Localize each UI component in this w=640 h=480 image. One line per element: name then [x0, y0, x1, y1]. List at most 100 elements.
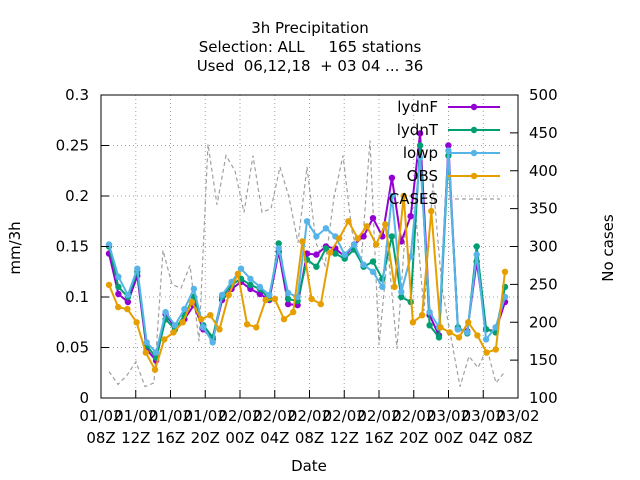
y2-tick-label: 500	[529, 86, 558, 104]
lydnt-point	[247, 281, 254, 289]
y-tick-label: 0.25	[56, 137, 89, 155]
obs-point	[363, 223, 371, 230]
lowp-point	[313, 233, 320, 240]
x-tick-label-date: 02/02	[357, 407, 400, 425]
x-tick-label-hour: 12Z	[330, 429, 359, 447]
lowp-point	[134, 265, 141, 272]
lowp-point	[350, 241, 358, 248]
x-tick-label-hour: 08Z	[295, 429, 324, 447]
lydnt-point	[426, 322, 433, 329]
lydnt-point	[416, 142, 424, 149]
x-tick-label-hour: 16Z	[364, 429, 393, 447]
legend-label-lydnt: lydnT	[397, 121, 439, 139]
lydnt-point	[388, 233, 396, 240]
lowp-point	[143, 339, 150, 346]
data-series	[105, 130, 509, 373]
legend-marker-obs	[470, 172, 478, 180]
lowp-point	[152, 349, 160, 356]
x-tick-label-date: 03/02	[462, 407, 505, 425]
lydnt-point	[332, 250, 339, 257]
lydnt-point	[115, 283, 122, 291]
axis-ticks: 0 0.05 0.1 0.15 0.2 0.25 0.3 100 150 200 250 300 350…	[56, 86, 558, 447]
y2-tick-label: 150	[529, 351, 558, 369]
lowp-point	[200, 324, 207, 331]
x-tick-label-hour: 04Z	[260, 429, 289, 447]
lowp-point	[247, 275, 254, 282]
lydnf-point	[388, 174, 396, 181]
obs-point	[280, 316, 288, 323]
lowp-point	[115, 273, 122, 280]
obs-point	[253, 324, 260, 331]
lydnf-point	[115, 290, 122, 298]
obs-point	[465, 319, 472, 326]
y2-tick-label: 300	[529, 238, 558, 256]
x-tick-label-date: 03/02	[496, 407, 539, 425]
y-tick-label: 0.15	[56, 238, 89, 256]
obs-point	[151, 366, 159, 373]
lowp-point	[360, 261, 367, 268]
obs-point	[345, 218, 352, 225]
x-tick-label-date: 03/02	[427, 407, 470, 425]
obs-point	[105, 281, 113, 289]
obs-point	[262, 296, 269, 304]
lydnt-point	[398, 293, 405, 301]
y2-tick-label: 100	[529, 389, 558, 407]
lowp-point	[162, 308, 169, 316]
obs-point	[216, 326, 223, 333]
obs-point	[400, 192, 407, 200]
legend-label-cases: CASES	[389, 190, 438, 208]
x-tick-label-hour: 08Z	[503, 429, 532, 447]
obs-point	[409, 319, 417, 326]
lowp-point	[181, 305, 188, 313]
lowp-point	[501, 293, 509, 301]
y2-tick-label: 200	[529, 313, 558, 331]
lydnt-point	[435, 334, 443, 341]
lowp-point	[190, 285, 198, 293]
x-tick-label-hour: 20Z	[191, 429, 220, 447]
legend-marker-lowp	[470, 149, 478, 157]
obs-point	[308, 295, 315, 303]
obs-point	[243, 321, 251, 328]
obs-point	[124, 305, 131, 313]
lowp-point	[171, 322, 179, 329]
x-tick-label-date: 01/02	[149, 407, 192, 425]
lowp-point	[237, 265, 245, 272]
legend-label-lowp: lowp	[403, 144, 438, 162]
obs-point	[290, 308, 297, 316]
obs-point	[382, 221, 389, 228]
obs-point	[501, 268, 509, 275]
legend: lydnF lydnT lowp OBS CASES	[389, 98, 500, 208]
y2-tick-label: 250	[529, 275, 558, 293]
obs-point	[142, 349, 149, 356]
lydnf-point	[416, 130, 424, 137]
lowp-point	[275, 245, 282, 252]
x-tick-label-date: 02/02	[323, 407, 366, 425]
lowp-point	[303, 218, 311, 225]
obs-point	[437, 324, 444, 331]
obs-point	[170, 329, 177, 336]
obs-point	[271, 295, 278, 303]
lydnf-point	[407, 213, 414, 220]
x-tick-label-date: 02/02	[288, 407, 331, 425]
obs-point	[133, 319, 140, 326]
lydnf-point	[313, 251, 320, 258]
obs-point	[299, 238, 306, 245]
obs-series	[105, 192, 509, 373]
x-tick-label-hour: 00Z	[225, 429, 254, 447]
lowp-point	[426, 308, 433, 316]
x-tick-label-date: 02/02	[392, 407, 435, 425]
x-axis-label: Date	[291, 457, 327, 475]
cases-series	[108, 140, 506, 388]
obs-point	[455, 334, 463, 341]
lydnf-point	[256, 290, 264, 298]
y2-tick-label: 350	[529, 200, 558, 218]
y-tick-label: 0.1	[65, 288, 89, 306]
lydnt-point	[473, 243, 480, 250]
y-tick-label: 0.2	[65, 187, 89, 205]
lowp-point	[322, 225, 330, 232]
obs-point	[372, 241, 380, 248]
lowp-point	[369, 268, 377, 275]
lowp-point	[124, 291, 132, 299]
lowp-point	[341, 251, 348, 258]
chart-title-line-2: Selection: ALL 165 stations	[199, 38, 422, 56]
